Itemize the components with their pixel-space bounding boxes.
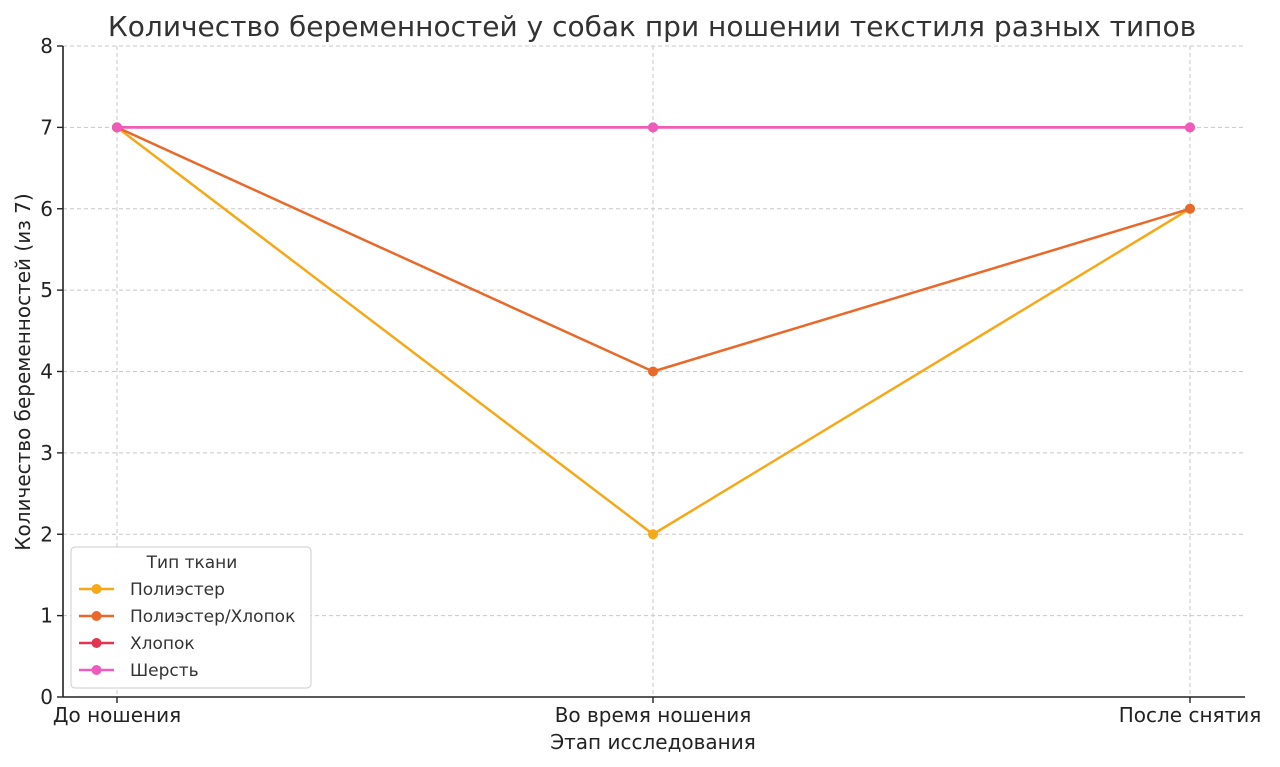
legend-items: Полиэстер Полиэстер/Хлопок Хлопок Шерсть (79, 580, 295, 681)
legend-label: Полиэстер (130, 580, 225, 600)
y-tick-label: 0 (40, 685, 53, 709)
y-tick-label: 7 (40, 115, 53, 139)
data-point (1185, 122, 1195, 133)
y-tick-label: 8 (40, 34, 53, 58)
legend-item: Хлопок (79, 634, 195, 654)
y-tick-label: 3 (40, 441, 53, 465)
data-point (1185, 203, 1195, 214)
data-point (112, 122, 122, 133)
y-tick-label: 6 (40, 197, 53, 221)
legend-box (70, 546, 312, 689)
legend-swatch-marker (91, 638, 102, 648)
x-tick-label: После снятия (1119, 703, 1262, 727)
data-point (648, 366, 658, 377)
chart-title: Количество беременностей у собак при нош… (108, 10, 1196, 43)
y-axis-label: Количество беременностей (из 7) (11, 193, 35, 550)
ticks: 0 1 2 3 4 5 6 7 8 До ношения Во время ношения После… (40, 34, 1261, 727)
legend-label: Шерсть (130, 661, 199, 681)
series-group (112, 122, 1195, 133)
legend-label: Полиэстер/Хлопок (130, 607, 295, 627)
legend-swatch-marker (91, 584, 102, 594)
y-tick-label: 2 (40, 522, 53, 546)
legend-label: Хлопок (130, 634, 195, 654)
y-tick-label: 4 (40, 360, 53, 384)
legend-item: Полиэстер (79, 580, 225, 600)
legend-item: Шерсть (79, 661, 199, 681)
y-tick-label: 5 (40, 278, 53, 302)
legend-swatch-marker (91, 611, 102, 621)
y-tick-label: 1 (40, 604, 53, 628)
x-tick-label: Во время ношения (555, 703, 752, 727)
x-tick-label: До ношения (53, 703, 181, 727)
legend-item: Полиэстер/Хлопок (79, 607, 295, 627)
legend-title: Тип ткани (146, 553, 238, 573)
data-point (648, 122, 658, 133)
x-axis-label: Этап исследования (550, 730, 756, 754)
legend: Тип ткани Полиэстер Полиэстер/Хлопок Хлопо… (70, 546, 312, 689)
series (112, 122, 1195, 540)
data-point (648, 529, 658, 540)
legend-swatch-marker (91, 665, 102, 675)
